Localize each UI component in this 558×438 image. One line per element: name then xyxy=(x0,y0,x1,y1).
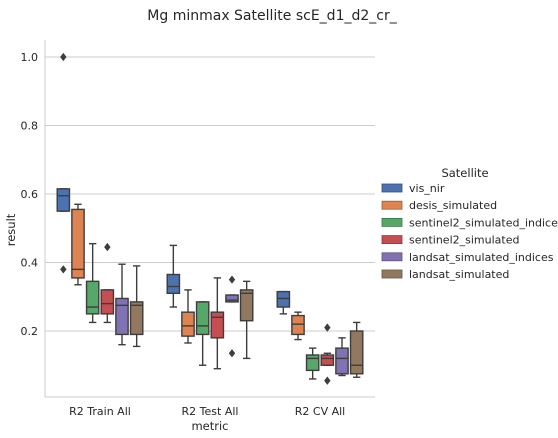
box-landsat_simulated_indices xyxy=(115,263,129,346)
box-sentinel2_simulated xyxy=(100,242,115,324)
legend-label: vis_nir xyxy=(409,182,445,195)
box-landsat_simulated_indices xyxy=(225,275,239,358)
legend-swatch xyxy=(381,235,403,245)
box-desis_simulated xyxy=(181,289,195,344)
box-rect xyxy=(320,354,335,366)
box-rect xyxy=(305,354,320,372)
y-tick-label: 1.0 xyxy=(21,51,39,64)
boxes xyxy=(56,52,364,385)
box-rect xyxy=(239,289,254,322)
box-rect xyxy=(225,294,239,303)
x-tick-label: R2 Train All xyxy=(69,405,131,418)
y-axis-label: result xyxy=(4,213,18,246)
box-rect xyxy=(85,280,100,315)
box-rect xyxy=(129,301,144,336)
axes xyxy=(44,40,375,398)
box-desis_simulated xyxy=(71,203,85,286)
box-rect xyxy=(71,208,85,279)
chart-title: Mg minmax Satellite scE_d1_d2_cr_ xyxy=(147,8,397,24)
y-tick-label: 0.8 xyxy=(21,120,39,133)
legend-label: sentinel2_simulated_indices xyxy=(409,216,558,229)
box-rect xyxy=(195,301,210,336)
legend-swatch xyxy=(381,200,403,210)
box-rect xyxy=(210,311,225,339)
legend: Satellite vis_nir desis_simulated sentinel… xyxy=(381,166,558,281)
outlier-point xyxy=(60,265,67,274)
y-tick-label: 0.2 xyxy=(21,325,39,338)
y-tick-label: 0.6 xyxy=(21,188,39,201)
outlier-point xyxy=(324,323,331,332)
legend-label: desis_simulated xyxy=(409,199,497,212)
box-sentinel2_simulated_indices xyxy=(85,242,100,324)
box-desis_simulated xyxy=(291,311,305,341)
box-vis_nir xyxy=(166,244,181,308)
x-tick-labels: R2 Train All R2 Test All R2 CV All xyxy=(69,405,345,418)
outlier-point xyxy=(60,52,67,62)
outlier-point xyxy=(228,349,236,358)
legend-swatch xyxy=(381,217,403,227)
box-vis_nir xyxy=(56,52,71,274)
grid xyxy=(45,56,375,332)
y-tick-labels: 0.2 0.4 0.6 0.8 1.0 xyxy=(21,51,39,338)
box-rect xyxy=(56,188,71,212)
box-landsat_simulated xyxy=(129,265,144,348)
x-tick-label: R2 Test All xyxy=(182,405,239,418)
legend-label: landsat_simulated xyxy=(409,268,509,281)
box-rect xyxy=(349,330,364,375)
box-rect xyxy=(291,314,305,336)
legend-label: landsat_simulated_indices xyxy=(409,251,554,264)
box-sentinel2_simulated xyxy=(320,323,335,385)
outlier-point xyxy=(324,376,331,385)
legend-title: Satellite xyxy=(441,166,488,180)
box-rect xyxy=(276,290,291,308)
box-sentinel2_simulated xyxy=(210,277,225,370)
outlier-point xyxy=(104,242,111,252)
box-sentinel2_simulated_indices xyxy=(195,301,210,366)
box-sentinel2_simulated_indices xyxy=(305,347,320,380)
legend-swatch xyxy=(381,269,403,279)
outlier-point xyxy=(228,275,236,284)
legend-swatch xyxy=(381,252,403,262)
legend-label: sentinel2_simulated xyxy=(409,234,519,247)
box-rect xyxy=(115,297,129,336)
legend-swatch xyxy=(381,183,403,193)
box-rect xyxy=(335,347,349,375)
box-vis_nir xyxy=(276,290,291,315)
box-rect xyxy=(181,311,195,337)
box-landsat_simulated_indices xyxy=(335,337,349,377)
x-tick-label: R2 CV All xyxy=(295,405,345,418)
box-rect xyxy=(100,289,115,315)
x-axis-label: metric xyxy=(191,419,228,433)
box-rect xyxy=(166,273,181,295)
y-tick-label: 0.4 xyxy=(21,257,39,270)
box-landsat_simulated xyxy=(239,280,254,360)
box-landsat_simulated xyxy=(349,321,364,378)
